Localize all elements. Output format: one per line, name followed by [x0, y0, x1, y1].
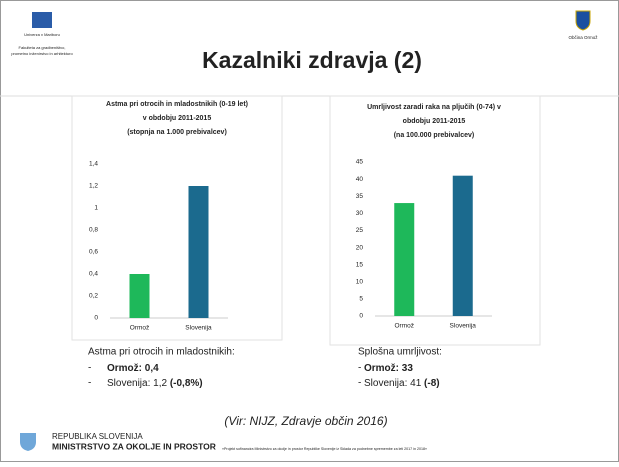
source: (Vir: NIJZ, Zdravje občin 2016) [224, 414, 387, 428]
faculty-line: Fakulteta za gradbeništvo, [19, 45, 66, 50]
note-item: Slovenija: 41 (-8) [364, 378, 440, 389]
x-tick-label: Slovenija [450, 323, 477, 330]
note-part: (-8) [424, 378, 440, 389]
chart-title: Astma pri otrocih in mladostnikih (0-19 … [106, 101, 248, 108]
municipality-crest [575, 10, 591, 31]
note-item: Ormož: 0,4 [107, 363, 159, 374]
x-tick-label: Ormož [130, 325, 150, 332]
footer-line1: REPUBLIKA SLOVENIJA [52, 432, 143, 441]
bullet-marker: - [358, 363, 361, 374]
y-tick-label: 20 [356, 244, 364, 251]
faculty-line: prometno inženirstvo in arhitekturo [11, 51, 73, 56]
bullet-marker: - [88, 363, 91, 374]
chart-title: obdobju 2011-2015 [403, 118, 466, 125]
x-tick-label: Ormož [395, 323, 415, 330]
note-part: Slovenija: 41 [364, 378, 424, 389]
chart-box [71, 95, 283, 341]
y-tick-label: 0,4 [89, 271, 98, 278]
chart-title: (stopnja na 1.000 prebivalcev) [127, 129, 227, 136]
university-logo [32, 12, 52, 28]
y-tick-label: 0 [94, 315, 98, 322]
chart-title: (na 100.000 prebivalcev) [394, 132, 475, 139]
ministry-crest [20, 433, 36, 451]
y-tick-label: 40 [356, 176, 364, 183]
chart-box [329, 95, 541, 346]
note-heading: Astma pri otrocih in mladostnikih: [88, 347, 235, 358]
y-tick-label: 1 [94, 205, 98, 212]
slide-title: Kazalniki zdravja (2) [202, 47, 422, 73]
x-tick-label: Slovenija [185, 325, 212, 332]
y-tick-label: 0 [359, 313, 363, 320]
bar [452, 175, 473, 316]
y-tick-label: 0,2 [89, 293, 98, 300]
chart-title: Umrljivost zaradi raka na pljučih (0-74)… [367, 104, 501, 111]
y-tick-label: 45 [356, 159, 364, 166]
chart-title: v obdobju 2011-2015 [143, 115, 212, 122]
bullet-marker: - [88, 378, 91, 389]
y-tick-label: 15 [356, 261, 364, 268]
y-tick-label: 1,2 [89, 183, 98, 190]
university-name: Univerza v Mariboru [24, 32, 60, 37]
note-item: Ormož: 33 [364, 363, 413, 374]
note-part: Slovenija: 1,2 [107, 378, 170, 389]
y-tick-label: 35 [356, 193, 364, 200]
y-tick-label: 30 [356, 210, 364, 217]
footer-project: »Projekt sofinancira Ministrstvo za okol… [222, 447, 427, 451]
bar [394, 203, 415, 316]
bar [129, 274, 150, 318]
municipality-name: Občina Ormož [568, 35, 598, 40]
y-tick-label: 5 [359, 296, 363, 303]
y-tick-label: 25 [356, 227, 364, 234]
footer-line2: MINISTRSTVO ZA OKOLJE IN PROSTOR [52, 441, 216, 451]
note-part: Ormož: 0,4 [107, 363, 159, 374]
y-tick-label: 10 [356, 278, 364, 285]
note-part: (-0,8%) [170, 378, 203, 389]
bullet-marker: - [358, 378, 361, 389]
bar [188, 186, 209, 318]
note-part: Ormož: 33 [364, 363, 413, 374]
y-tick-label: 1,4 [89, 161, 98, 168]
note-heading: Splošna umrljivost: [358, 347, 442, 358]
y-tick-label: 0,6 [89, 249, 98, 256]
note-item: Slovenija: 1,2 (-0,8%) [107, 378, 203, 389]
y-tick-label: 0,8 [89, 227, 98, 234]
